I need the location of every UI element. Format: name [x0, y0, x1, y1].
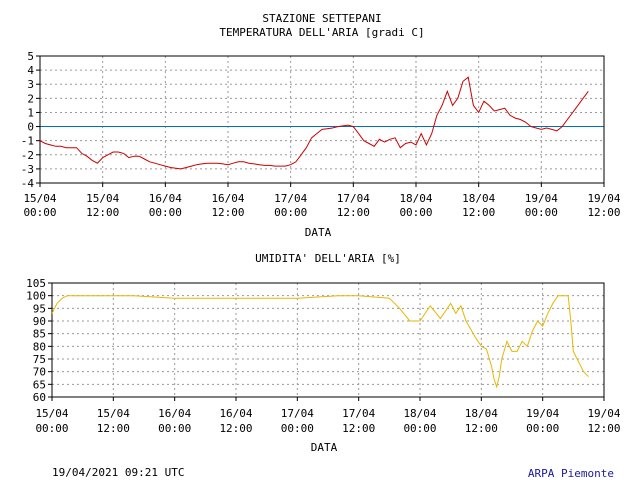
hum-x-tick-label-date: 15/04: [35, 407, 68, 420]
temp-x-tick-label-time: 00:00: [23, 206, 56, 219]
temp-y-tick-label: -3: [21, 163, 34, 176]
hum-x-tick-label-date: 15/04: [97, 407, 130, 420]
hum-x-axis-label: DATA: [311, 441, 338, 454]
hum-x-tick-label-date: 16/04: [158, 407, 191, 420]
hum-y-tick-label: 65: [33, 378, 46, 391]
hum-x-tick-label-date: 17/04: [342, 407, 375, 420]
temp-x-tick-label-date: 15/04: [86, 192, 119, 205]
temp-x-tick-label-date: 16/04: [149, 192, 182, 205]
hum-y-tick-label: 105: [26, 277, 46, 290]
hum-x-tick-label-date: 16/04: [219, 407, 252, 420]
hum-x-tick-label-time: 00:00: [35, 422, 68, 435]
temp-x-tick-label-time: 00:00: [274, 206, 307, 219]
temp-y-tick-label: -1: [21, 135, 34, 148]
hum-y-tick-label: 60: [33, 391, 46, 404]
temp-y-tick-label: 5: [27, 50, 34, 63]
temp-x-tick-label-date: 19/04: [525, 192, 558, 205]
temp-x-tick-label-time: 00:00: [399, 206, 432, 219]
temp-x-tick-label-date: 16/04: [211, 192, 244, 205]
temp-y-tick-label: 0: [27, 121, 34, 134]
temp-x-tick-label-time: 12:00: [211, 206, 244, 219]
hum-plot-frame: [51, 282, 605, 398]
hum-x-tick-label-time: 12:00: [465, 422, 498, 435]
temp-chart-title: STAZIONE SETTEPANI: [262, 12, 381, 25]
temp-x-tick-label-time: 12:00: [86, 206, 119, 219]
hum-x-tick-label-date: 17/04: [281, 407, 314, 420]
temp-y-tick-label: -4: [21, 177, 35, 190]
footer-timestamp: 19/04/2021 09:21 UTC: [52, 466, 185, 479]
temp-x-tick-label-date: 18/04: [462, 192, 495, 205]
hum-y-tick-label: 100: [26, 290, 46, 303]
hum-y-tick-label: 85: [33, 328, 46, 341]
temp-x-tick-label-time: 00:00: [525, 206, 558, 219]
hum-y-tick-label: 90: [33, 315, 46, 328]
hum-x-tick-label-time: 00:00: [158, 422, 191, 435]
hum-y-tick-label: 75: [33, 353, 46, 366]
temp-x-tick-label-date: 15/04: [23, 192, 56, 205]
hum-x-tick-label-date: 18/04: [403, 407, 436, 420]
hum-y-tick-label: 80: [33, 340, 46, 353]
temp-x-tick-label-time: 00:00: [149, 206, 182, 219]
temp-y-tick-label: 4: [27, 64, 34, 77]
hum-y-tick-label: 95: [33, 302, 46, 315]
hum-x-tick-label-time: 00:00: [281, 422, 314, 435]
hum-x-tick-label-time: 00:00: [526, 422, 559, 435]
temp-plot-frame: [39, 55, 605, 184]
hum-y-tick-label: 70: [33, 366, 46, 379]
temp-x-tick-label-time: 12:00: [337, 206, 370, 219]
temp-y-tick-label: 2: [27, 92, 34, 105]
hum-x-tick-label-time: 12:00: [219, 422, 252, 435]
temp-chart-subtitle: TEMPERATURA DELL'ARIA [gradi C]: [219, 26, 424, 39]
temp-x-tick-label-date: 19/04: [587, 192, 620, 205]
temp-series-line: [39, 76, 589, 170]
temp-y-tick-label: -2: [21, 149, 34, 162]
hum-chart-title: UMIDITA' DELL'ARIA [%]: [255, 252, 401, 265]
temp-x-axis-label: DATA: [305, 226, 332, 239]
temp-y-tick-label: 1: [27, 106, 34, 119]
hum-x-tick-label-time: 12:00: [97, 422, 130, 435]
temp-y-tick-label: 3: [27, 78, 34, 91]
footer-organization: ARPA Piemonte: [527, 467, 614, 480]
temp-x-tick-label-date: 17/04: [337, 192, 370, 205]
hum-x-tick-label-time: 12:00: [342, 422, 375, 435]
temp-x-tick-label-time: 12:00: [587, 206, 620, 219]
hum-x-tick-label-time: 00:00: [403, 422, 436, 435]
temp-x-tick-label-date: 18/04: [399, 192, 432, 205]
temp-x-tick-label-date: 17/04: [274, 192, 307, 205]
hum-series-line: [51, 295, 590, 389]
hum-x-tick-label-date: 19/04: [526, 407, 559, 420]
hum-x-tick-label-time: 12:00: [587, 422, 620, 435]
hum-x-tick-label-date: 19/04: [587, 407, 620, 420]
hum-x-tick-label-date: 18/04: [465, 407, 498, 420]
temp-x-tick-label-time: 12:00: [462, 206, 495, 219]
